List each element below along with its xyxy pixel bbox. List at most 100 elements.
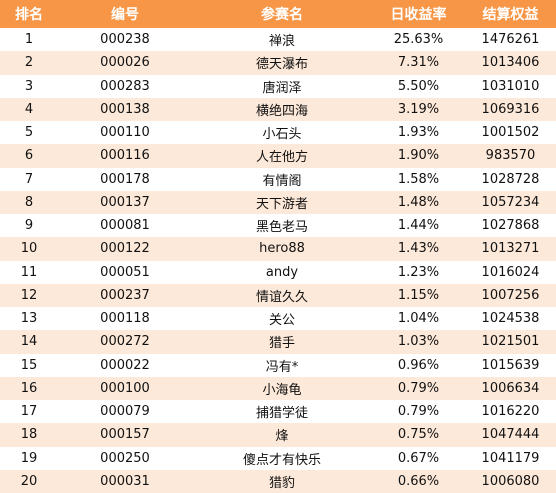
table-row: 12 000237 情谊久久 1.15% 1007256 — [0, 283, 556, 307]
cell-daily-return: 1.03% — [397, 334, 440, 350]
table-row: 5 000110 小石头 1.93% 1001502 — [0, 121, 556, 145]
cell-id: 000238 — [100, 32, 150, 48]
cell-id: 000110 — [100, 125, 150, 141]
cell-name: 有情阁 — [262, 173, 302, 189]
cell-equity: 1028728 — [481, 171, 540, 187]
cell-daily-return: 1.93% — [397, 125, 440, 141]
cell-name: andy — [265, 264, 299, 280]
table-row: 19 000250 傻点才有快乐 0.67% 1041179 — [0, 446, 556, 470]
cell-rank: 10 — [20, 241, 38, 257]
cell-rank: 19 — [20, 450, 38, 466]
table-row: 3 000283 唐润泽 5.50% 1031010 — [0, 74, 556, 98]
cell-daily-return: 5.50% — [397, 78, 440, 94]
cell-daily-return: 1.43% — [397, 241, 440, 257]
cell-daily-return: 1.58% — [397, 171, 440, 187]
cell-rank: 18 — [20, 427, 38, 443]
header-id: 编号 — [111, 7, 139, 23]
cell-name: 关公 — [268, 313, 295, 329]
cell-rank: 15 — [20, 357, 38, 373]
cell-equity: 1015639 — [481, 357, 540, 373]
cell-name: 小石头 — [262, 127, 302, 143]
header-row: 排名 编号 参赛名 日收益率 结算权益 — [0, 0, 556, 28]
cell-rank: 8 — [24, 194, 34, 210]
cell-daily-return: 25.63% — [393, 32, 444, 48]
cell-daily-return: 1.15% — [397, 287, 440, 303]
table-row: 16 000100 小海龟 0.79% 1006634 — [0, 376, 556, 400]
cell-id: 000116 — [100, 148, 150, 164]
table-row: 4 000138 横绝四海 3.19% 1069316 — [0, 97, 556, 121]
cell-name: 猎豹 — [268, 475, 295, 491]
table-row: 11 000051 andy 1.23% 1016024 — [0, 260, 556, 284]
cell-daily-return: 0.67% — [397, 450, 440, 466]
cell-id: 000138 — [100, 101, 150, 117]
cell-id: 000250 — [100, 450, 150, 466]
cell-rank: 3 — [24, 78, 34, 94]
cell-id: 000026 — [100, 55, 150, 71]
cell-rank: 6 — [24, 148, 34, 164]
table-row: 10 000122 hero88 1.43% 1013271 — [0, 237, 556, 261]
header-equity: 结算权益 — [482, 7, 539, 23]
cell-equity: 1041179 — [481, 450, 540, 466]
cell-name: 捕猎学徒 — [255, 406, 308, 422]
cell-equity: 1016220 — [481, 404, 540, 420]
cell-rank: 4 — [24, 101, 34, 117]
cell-equity: 1016024 — [481, 264, 540, 280]
table-row: 15 000022 冯有* 0.96% 1015639 — [0, 353, 556, 377]
cell-name: 唐润泽 — [262, 80, 302, 96]
cell-rank: 9 — [24, 218, 34, 234]
cell-equity: 1021501 — [481, 334, 540, 350]
cell-id: 000081 — [100, 218, 150, 234]
cell-equity: 1031010 — [481, 78, 540, 94]
cell-name: 黑色老马 — [255, 220, 308, 236]
cell-id: 000137 — [100, 194, 150, 210]
cell-name: 天下游者 — [255, 196, 308, 212]
cell-rank: 7 — [24, 171, 34, 187]
cell-equity: 1027868 — [481, 218, 540, 234]
cell-name: 情谊久久 — [255, 289, 308, 305]
cell-rank: 12 — [20, 287, 38, 303]
cell-name: 猎手 — [268, 336, 295, 352]
table-body: 1 000238 禅浪 25.63% 1476261 2 000026 德天瀑布 7.31% 10… — [0, 28, 556, 493]
cell-rank: 16 — [20, 380, 38, 396]
cell-rank: 11 — [20, 264, 38, 280]
cell-daily-return: 1.48% — [397, 194, 440, 210]
table-row: 13 000118 关公 1.04% 1024538 — [0, 307, 556, 331]
cell-daily-return: 1.44% — [397, 218, 440, 234]
table-row: 7 000178 有情阁 1.58% 1028728 — [0, 167, 556, 191]
cell-daily-return: 0.96% — [397, 357, 440, 373]
cell-id: 000031 — [100, 473, 150, 489]
cell-name: hero88 — [259, 241, 305, 257]
table-row: 17 000079 捕猎学徒 0.79% 1016220 — [0, 400, 556, 424]
table-row: 2 000026 德天瀑布 7.31% 1013406 — [0, 51, 556, 75]
cell-rank: 5 — [24, 125, 34, 141]
cell-name: 傻点才有快乐 — [242, 452, 321, 468]
cell-equity: 1069316 — [481, 101, 540, 117]
table-row: 9 000081 黑色老马 1.44% 1027868 — [0, 214, 556, 238]
cell-rank: 13 — [20, 311, 38, 327]
cell-daily-return: 7.31% — [397, 55, 440, 71]
cell-daily-return: 0.66% — [397, 473, 440, 489]
cell-rank: 1 — [24, 32, 34, 48]
cell-equity: 1013406 — [481, 55, 540, 71]
cell-id: 000178 — [100, 171, 150, 187]
cell-daily-return: 0.79% — [397, 404, 440, 420]
cell-equity: 1001502 — [481, 125, 540, 141]
cell-id: 000283 — [100, 78, 150, 94]
cell-equity: 1006634 — [481, 380, 540, 396]
cell-equity: 1476261 — [481, 32, 540, 48]
cell-rank: 2 — [24, 55, 34, 71]
cell-name: 小海龟 — [262, 382, 302, 398]
cell-id: 000079 — [100, 404, 150, 420]
cell-id: 000100 — [100, 380, 150, 396]
cell-rank: 17 — [20, 404, 38, 420]
cell-id: 000122 — [100, 241, 150, 257]
cell-rank: 14 — [20, 334, 38, 350]
table-row: 1 000238 禅浪 25.63% 1476261 — [0, 28, 556, 52]
cell-equity: 1013271 — [481, 241, 540, 257]
cell-name: 人在他方 — [255, 150, 308, 166]
cell-id: 000118 — [100, 311, 150, 327]
table-row: 6 000116 人在他方 1.90% 983570 — [0, 144, 556, 168]
table-row: 20 000031 猎豹 0.66% 1006080 — [0, 469, 556, 493]
header-daily-return: 日收益率 — [390, 7, 447, 23]
